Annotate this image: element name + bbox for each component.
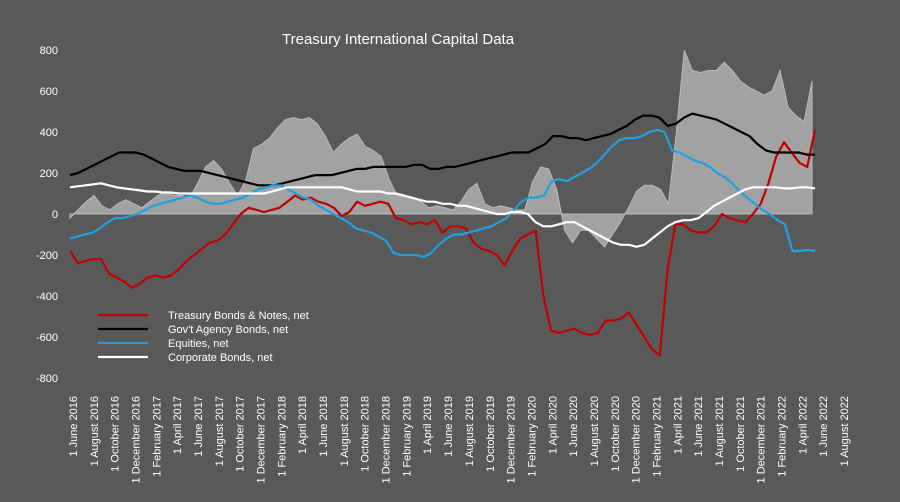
series-line-1 [69,112,815,187]
x-tick-label: 1 December 2019 [506,396,518,483]
x-axis: 1 June 2016 1 August 2016 1 October 2016 1 … [68,396,851,483]
y-tick-label: -800 [36,373,58,385]
y-axis: 800 600 400 200 0 -200 -400 -600 -800 [36,45,58,385]
legend-label: Equities, net [168,338,229,350]
x-tick-label: 1 April 2019 [422,396,434,454]
x-tick-label: 1 April 2017 [172,396,184,454]
x-tick-label: 1 October 2018 [360,396,372,472]
x-tick-label: 1 August 2019 [464,396,476,466]
x-tick-label: 1 October 2019 [485,396,497,472]
x-tick-label: 1 December 2016 [131,396,143,483]
area-series [69,49,813,248]
x-tick-label: 1 June 2020 [568,396,580,457]
x-tick-label: 1 June 2018 [318,396,330,457]
x-tick-label: 1 June 2016 [68,396,80,457]
x-tick-label: 1 August 2017 [214,396,226,466]
y-tick-label: 0 [52,209,58,221]
legend-label: Treasury Bonds & Notes, net [168,310,309,322]
x-tick-label: 1 April 2020 [547,396,559,454]
x-tick-label: 1 June 2022 [818,396,830,457]
x-tick-label: 1 August 2018 [339,396,351,466]
x-tick-label: 1 February 2017 [151,396,163,477]
series-line-2 [69,128,816,259]
series-line-0 [69,129,817,357]
x-tick-label: 1 April 2022 [797,396,809,454]
x-tick-label: 1 October 2020 [610,396,622,472]
area-layer [69,49,813,248]
x-tick-label: 1 October 2021 [735,396,747,472]
x-tick-label: 1 December 2021 [756,396,768,483]
chart-title: Treasury International Capital Data [282,31,515,48]
x-tick-label: 1 October 2017 [235,396,247,472]
x-tick-label: 1 August 2020 [589,396,601,466]
x-tick-label: 1 August 2016 [89,396,101,466]
y-tick-label: -600 [36,332,58,344]
x-tick-label: 1 February 2018 [276,396,288,477]
x-tick-label: 1 December 2017 [256,396,268,483]
x-tick-label: 1 October 2016 [110,396,122,472]
legend: Treasury Bonds & Notes, net Gov't Agency … [98,310,309,364]
x-tick-label: 1 June 2017 [193,396,205,457]
y-tick-label: 400 [40,127,58,139]
x-tick-label: 1 February 2021 [651,396,663,477]
x-tick-label: 1 February 2020 [526,396,538,477]
x-tick-label: 1 June 2019 [443,396,455,457]
x-tick-label: 1 December 2020 [631,396,643,483]
x-tick-label: 1 August 2022 [839,396,851,466]
x-tick-label: 1 June 2021 [693,396,705,457]
legend-label: Gov't Agency Bonds, net [168,324,288,336]
x-tick-label: 1 December 2018 [381,396,393,483]
y-tick-label: -400 [36,291,58,303]
x-tick-label: 1 April 2018 [297,396,309,454]
series-layer [69,112,817,357]
legend-label: Corporate Bonds, net [168,352,273,364]
x-tick-label: 1 August 2021 [714,396,726,466]
series-line-3 [69,182,816,248]
y-tick-label: 600 [40,86,58,98]
x-tick-label: 1 April 2021 [672,396,684,454]
y-tick-label: 800 [40,45,58,57]
y-tick-label: 200 [40,168,58,180]
y-tick-label: -200 [36,250,58,262]
x-tick-label: 1 February 2022 [776,396,788,477]
x-tick-label: 1 February 2019 [401,396,413,477]
